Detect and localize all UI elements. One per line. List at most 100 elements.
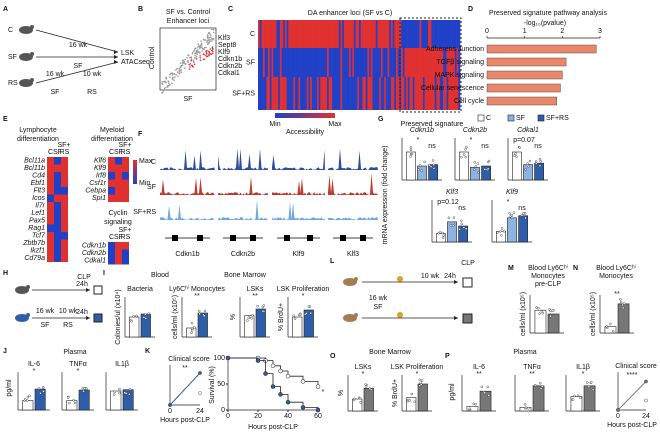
heatmap-cell bbox=[370, 48, 373, 77]
label: TNFα bbox=[523, 364, 541, 371]
heatmap-cell bbox=[122, 249, 129, 257]
x-tick-label: 40 bbox=[284, 413, 292, 420]
dot bbox=[368, 387, 372, 390]
coverage-track bbox=[218, 148, 268, 170]
heatmap-cell bbox=[321, 77, 324, 110]
bar bbox=[352, 398, 363, 412]
heatmap-cell bbox=[276, 20, 279, 48]
label: C bbox=[151, 159, 156, 166]
scatter-dot bbox=[190, 59, 193, 62]
label: SF+ bbox=[118, 142, 131, 149]
label: C bbox=[8, 27, 13, 34]
coverage-track bbox=[218, 176, 268, 195]
dot bbox=[573, 394, 576, 398]
heatmap-cell bbox=[436, 77, 439, 110]
panel-letter: I bbox=[103, 270, 105, 277]
arrowhead bbox=[114, 60, 118, 64]
heatmap-cell bbox=[350, 77, 353, 110]
heatmap-cell bbox=[291, 48, 294, 77]
dot bbox=[66, 396, 70, 399]
heatmap-cell bbox=[414, 77, 417, 110]
heatmap-cell bbox=[273, 48, 276, 77]
dot bbox=[418, 384, 421, 387]
label: Control bbox=[149, 46, 156, 69]
heatmap-cell bbox=[396, 48, 399, 77]
heatmap-cell bbox=[295, 20, 298, 48]
arrowhead bbox=[454, 316, 458, 320]
scatter-dot bbox=[169, 83, 171, 86]
scatter-dot bbox=[199, 55, 201, 57]
label: ns bbox=[458, 205, 466, 212]
heatmap-cell bbox=[47, 217, 54, 225]
dot bbox=[540, 310, 544, 313]
heatmap-cell bbox=[409, 48, 412, 77]
label: Flt3 bbox=[33, 188, 45, 195]
dot bbox=[309, 311, 312, 315]
heatmap-cell bbox=[424, 20, 427, 48]
heatmap-cell bbox=[328, 20, 331, 48]
y-tick-label: 0 bbox=[221, 407, 225, 414]
scatter-dot bbox=[202, 38, 205, 41]
mouse-icon bbox=[19, 26, 33, 34]
heatmap-cell bbox=[345, 77, 348, 110]
heatmap-cell bbox=[259, 77, 262, 110]
heatmap-cell bbox=[283, 20, 286, 48]
heatmap-cell bbox=[362, 48, 365, 77]
dot bbox=[460, 222, 464, 226]
scatter-dot bbox=[171, 72, 174, 75]
heatmap-cell bbox=[122, 242, 129, 250]
dot bbox=[432, 163, 435, 167]
label: SF bbox=[51, 89, 60, 96]
bar bbox=[197, 312, 208, 338]
heatmap-cell bbox=[286, 20, 289, 48]
heatmap-cell bbox=[406, 77, 409, 110]
scatter-dot bbox=[190, 58, 193, 61]
dot bbox=[428, 163, 431, 167]
bar bbox=[459, 151, 469, 181]
heatmap-cell bbox=[448, 77, 451, 110]
scatter-dot bbox=[161, 81, 164, 83]
dot bbox=[307, 305, 311, 308]
heatmap-cell bbox=[303, 20, 306, 48]
dot bbox=[534, 160, 538, 163]
heatmap-cell bbox=[122, 187, 129, 195]
label: Cdkn2b bbox=[231, 251, 255, 258]
heatmap-cell bbox=[428, 77, 430, 110]
heatmap-cell bbox=[279, 48, 282, 77]
label: Enhancer loci bbox=[167, 18, 210, 25]
label: signaling bbox=[104, 219, 132, 226]
label: cells/ml (x10⁵) bbox=[520, 292, 527, 336]
heatmap-cell bbox=[436, 48, 439, 77]
bar bbox=[486, 57, 567, 67]
x-tick-label: 24 bbox=[642, 413, 650, 420]
exon bbox=[307, 235, 313, 241]
scatter-dot bbox=[171, 78, 174, 80]
scatter-dot bbox=[194, 56, 196, 59]
icon bbox=[397, 276, 403, 282]
dot bbox=[453, 221, 457, 225]
label: cells/ml (x10⁵) bbox=[590, 292, 597, 336]
x-tick-label: 60 bbox=[314, 413, 322, 420]
heatmap-cell bbox=[353, 48, 356, 77]
dot bbox=[587, 385, 591, 388]
heatmap-cell bbox=[359, 20, 361, 48]
heatmap-cell bbox=[266, 20, 269, 48]
heatmap-cell bbox=[261, 77, 264, 110]
heatmap-cell bbox=[379, 20, 382, 48]
scatter-dot bbox=[197, 43, 200, 46]
survival-point bbox=[285, 373, 291, 379]
heatmap-cell bbox=[385, 20, 388, 48]
dot bbox=[447, 216, 451, 219]
survival-point bbox=[225, 355, 231, 361]
label: Bone Marrow bbox=[224, 272, 267, 279]
heatmap-cell bbox=[338, 48, 341, 77]
heatmap-cell bbox=[417, 20, 420, 48]
scatter-dot bbox=[196, 46, 199, 48]
dot bbox=[571, 398, 575, 401]
x-tick-label: 2 bbox=[560, 28, 564, 35]
survival-point bbox=[285, 399, 291, 405]
heatmap-cell bbox=[347, 20, 350, 48]
panel-letter: G bbox=[378, 116, 384, 123]
label: SF bbox=[41, 322, 50, 329]
label: ns bbox=[518, 205, 526, 212]
